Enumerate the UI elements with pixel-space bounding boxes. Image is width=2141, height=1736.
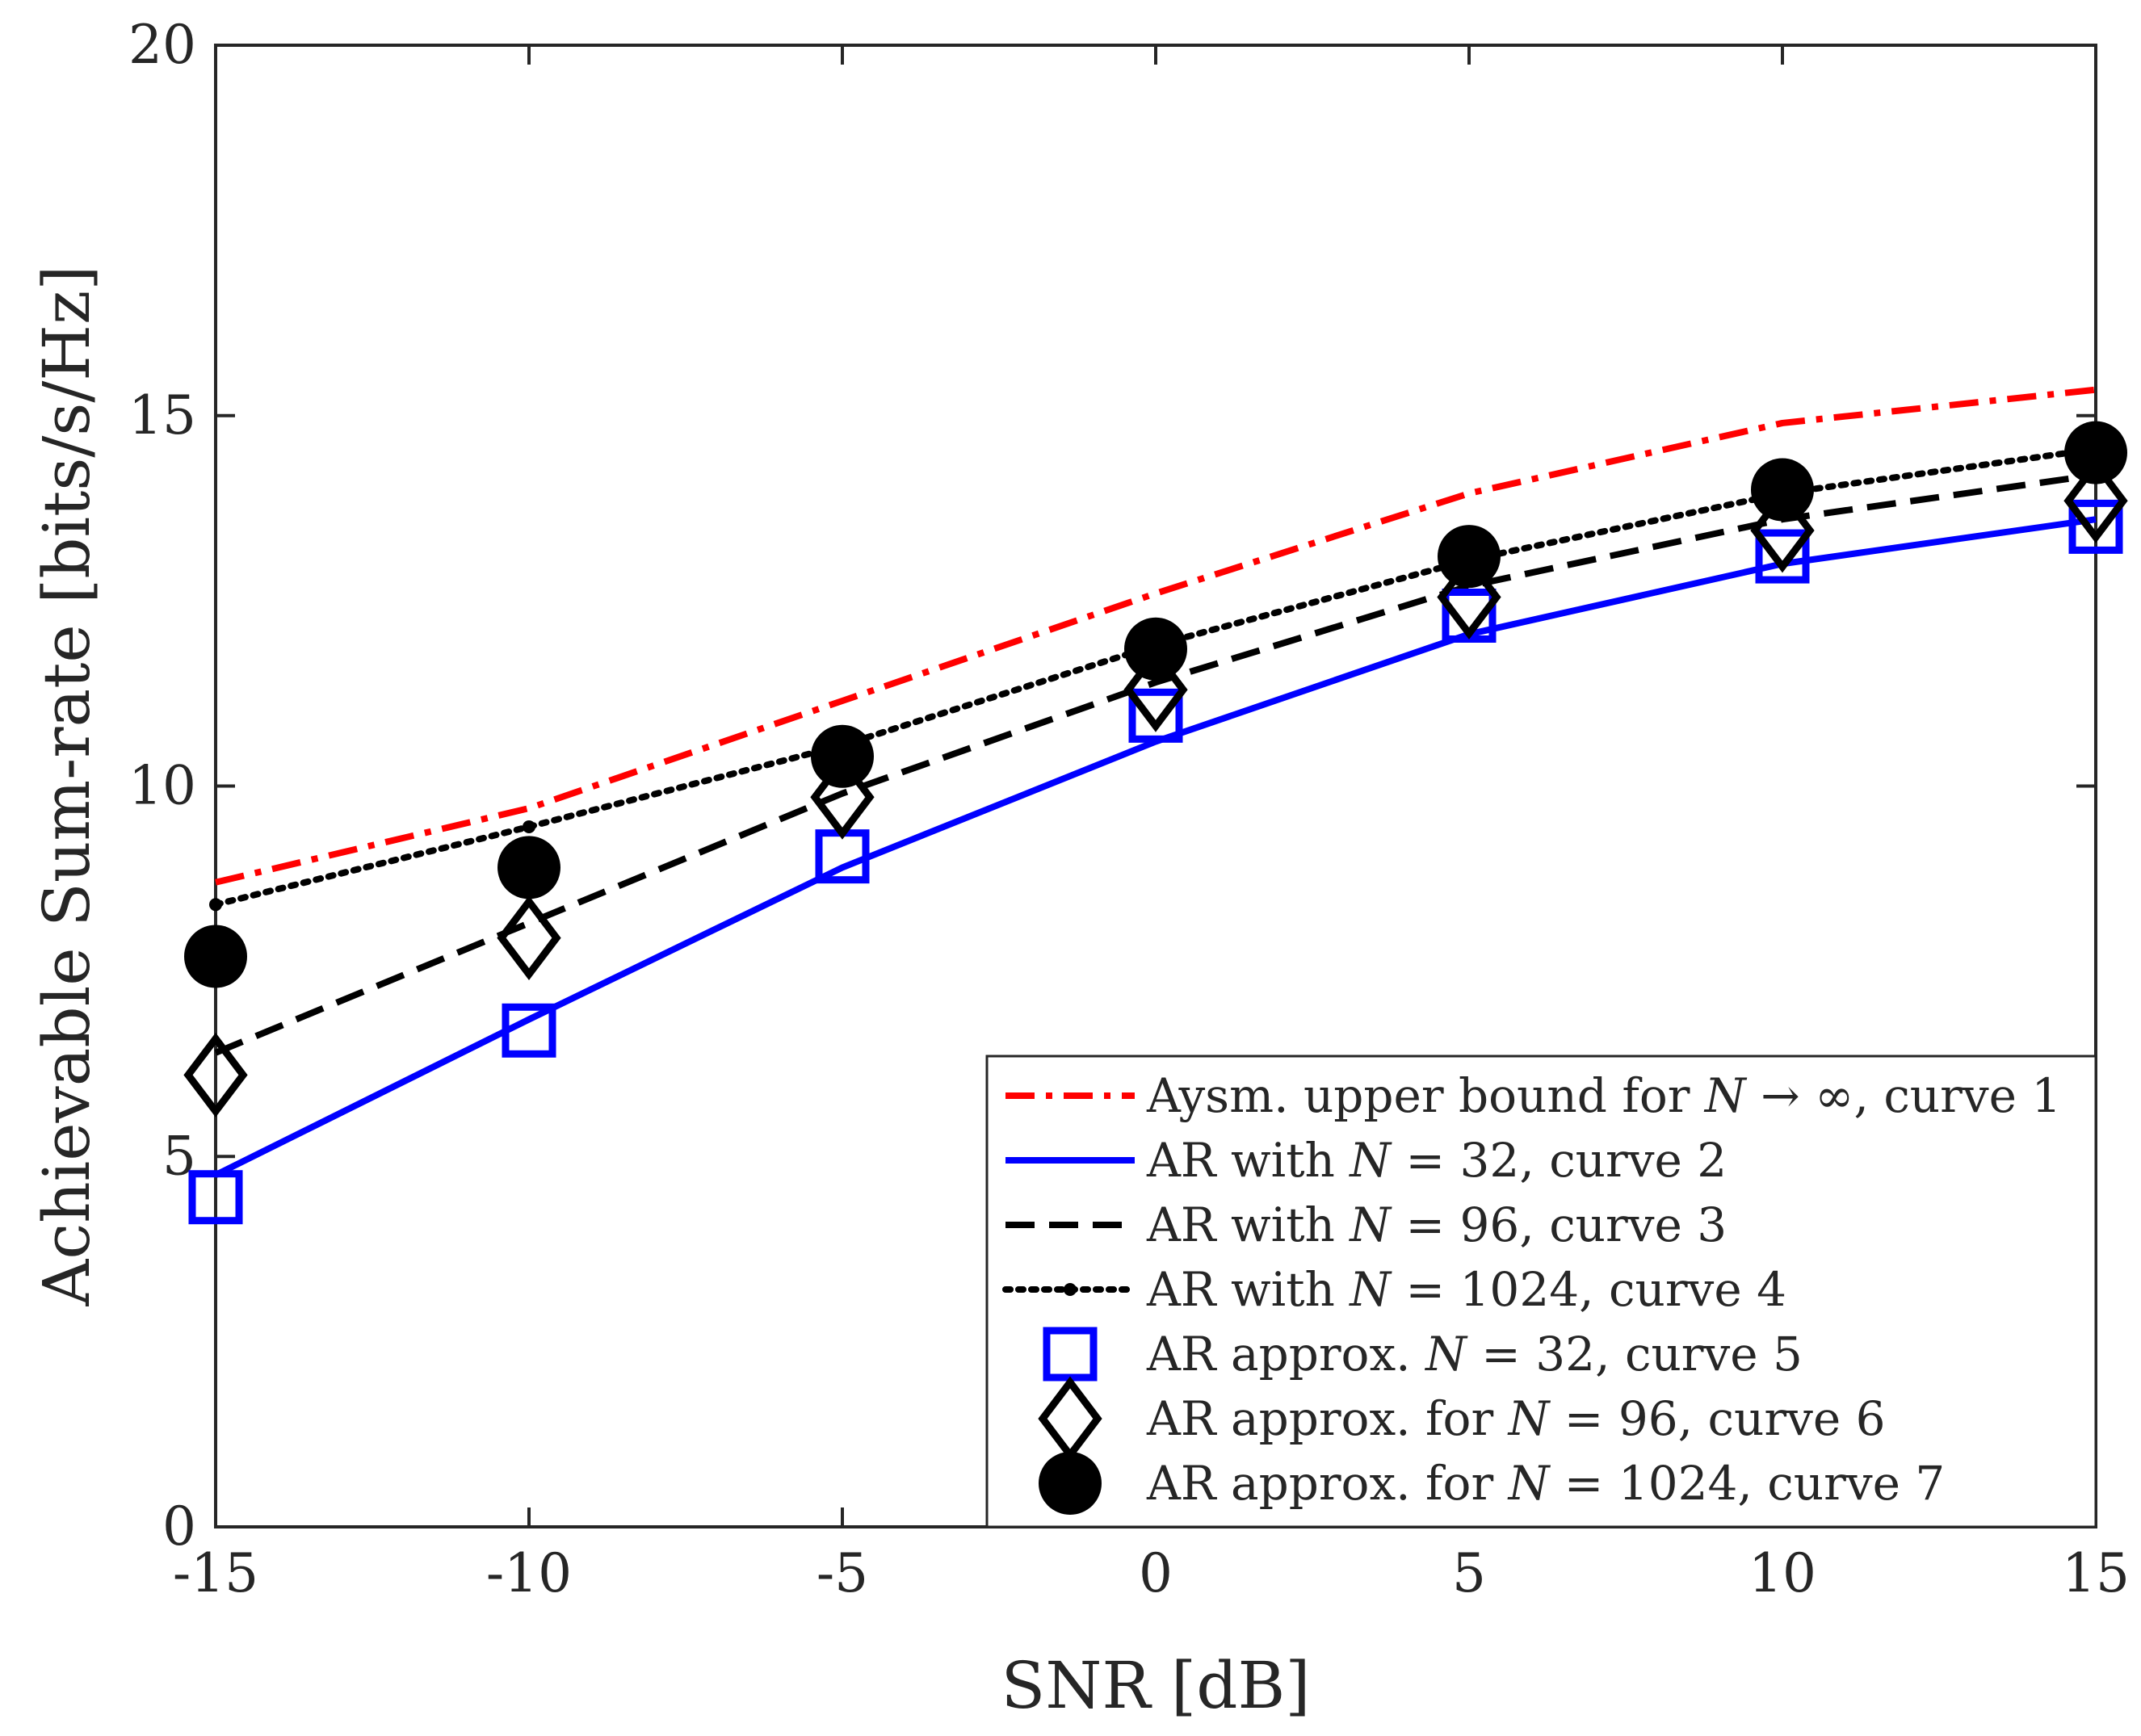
data-point-dot	[209, 898, 222, 912]
legend-label: AR approx. for N = 1024, curve 7	[1146, 1456, 1945, 1511]
data-point-circle	[1751, 458, 1814, 522]
x-tick-label: 15	[2062, 1542, 2130, 1604]
y-tick-label: 10	[128, 755, 196, 817]
series-s1	[215, 386, 2097, 886]
series-s7	[184, 421, 2127, 988]
data-point-circle	[497, 836, 560, 899]
data-point-dot	[523, 820, 535, 833]
x-tick-label: -10	[486, 1542, 572, 1604]
legend-label: AR with N = 96, curve 3	[1146, 1197, 1727, 1252]
x-tick-label: -15	[173, 1542, 258, 1604]
data-point-circle	[811, 724, 874, 788]
data-point-circle	[1438, 525, 1501, 589]
series-s5	[188, 499, 2123, 1225]
data-point-diamond	[183, 1032, 248, 1117]
data-point-diamond	[1750, 488, 1815, 573]
legend-item-curve-7: AR approx. for N = 1024, curve 7	[1039, 1452, 1945, 1515]
y-tick-label: 15	[128, 384, 196, 447]
legend-swatch-dot-marker	[1064, 1283, 1077, 1296]
x-tick-label: 10	[1748, 1542, 1816, 1604]
data-point-square	[188, 1170, 243, 1225]
legend-swatch-circle-marker	[1039, 1452, 1102, 1515]
data-point-circle	[1124, 617, 1187, 681]
data-point-circle	[2064, 421, 2127, 484]
legend-item-curve-5: AR approx. N = 32, curve 5	[1043, 1327, 1803, 1382]
legend-box	[985, 1055, 2097, 1528]
legend-label: AR with N = 32, curve 2	[1146, 1133, 1727, 1188]
data-point-square	[2068, 499, 2123, 554]
legend-item-curve-2: AR with N = 32, curve 2	[1005, 1133, 1727, 1188]
x-tick-label: 5	[1452, 1542, 1486, 1604]
legend-label: AR with N = 1024, curve 4	[1146, 1262, 1786, 1317]
legend: Aysm. upper bound for N → ∞, curve 1 AR …	[985, 1055, 2097, 1528]
y-axis-label: Achievable Sum-rate [bits/s/Hz]	[29, 266, 104, 1307]
legend-item-curve-6: AR approx. for N = 96, curve 6	[1038, 1376, 1886, 1461]
series-line-s1	[215, 386, 2097, 886]
series-layer	[183, 386, 2128, 1225]
x-tick-label: -5	[817, 1542, 868, 1604]
legend-item-curve-1: Aysm. upper bound for N → ∞, curve 1	[1005, 1068, 2061, 1123]
legend-label: Aysm. upper bound for N → ∞, curve 1	[1146, 1068, 2061, 1123]
legend-label: AR approx. N = 32, curve 5	[1146, 1327, 1803, 1382]
legend-item-curve-4: AR with N = 1024, curve 4	[1002, 1262, 1786, 1317]
data-point-diamond	[1437, 555, 1501, 640]
legend-label: AR approx. for N = 96, curve 6	[1146, 1391, 1886, 1446]
y-tick-label: 0	[162, 1495, 196, 1558]
data-point-square	[1755, 529, 1810, 584]
data-point-circle	[184, 925, 247, 988]
data-point-diamond	[497, 895, 561, 981]
x-tick-label: 0	[1139, 1542, 1173, 1604]
data-point-diamond	[1123, 647, 1188, 732]
data-point-diamond	[2063, 458, 2128, 543]
data-point-square	[1128, 688, 1183, 743]
series-s6	[183, 458, 2128, 1117]
data-point-square	[502, 1003, 556, 1058]
x-axis-label: SNR [dB]	[1001, 1648, 1311, 1723]
data-point-diamond	[810, 754, 875, 840]
y-tick-label: 20	[128, 14, 196, 76]
legend-item-curve-3: AR with N = 96, curve 3	[1005, 1197, 1727, 1252]
